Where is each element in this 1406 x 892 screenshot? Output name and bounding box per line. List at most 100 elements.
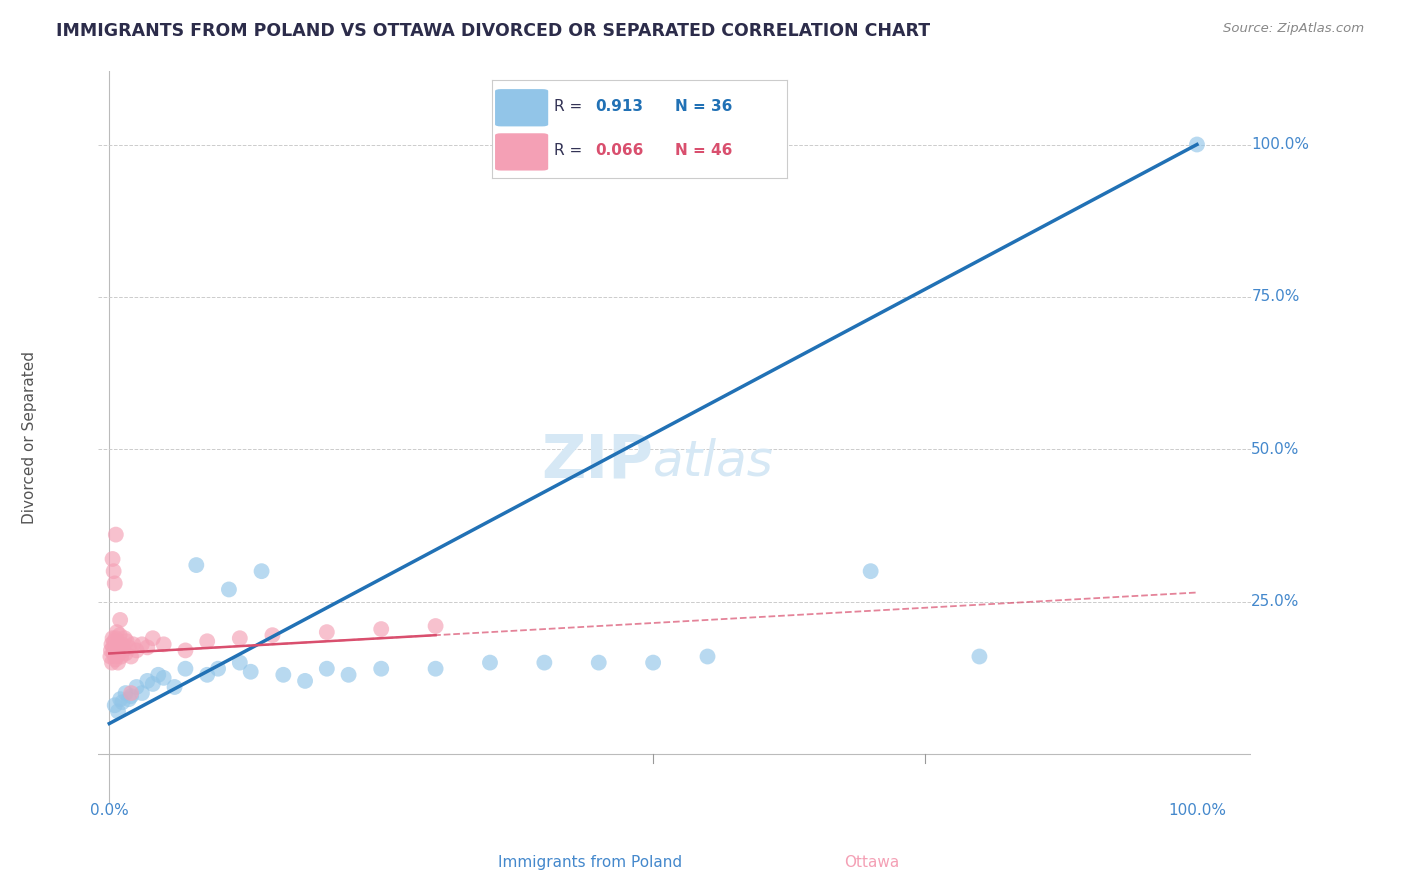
Point (163, 680, 186, 694)
Point (107, 637, 129, 651)
Point (101, 632, 124, 646)
Point (105, 625, 128, 640)
Point (114, 647, 136, 661)
Point (186, 558, 208, 573)
Text: N = 46: N = 46 (675, 144, 733, 159)
Point (1185, 137, 1208, 152)
Text: Divorced or Separated: Divorced or Separated (21, 351, 37, 524)
Point (114, 686, 136, 700)
Point (120, 649, 142, 664)
Point (111, 695, 134, 709)
Text: 0.0%: 0.0% (90, 803, 129, 818)
Point (250, 564, 273, 578)
Point (125, 643, 148, 657)
Point (136, 640, 159, 655)
Text: 0.913: 0.913 (596, 99, 644, 114)
Point (107, 656, 129, 670)
Point (118, 692, 141, 706)
Point (262, 628, 284, 642)
Point (103, 647, 125, 661)
Point (108, 628, 131, 642)
Point (120, 689, 142, 703)
Point (103, 634, 125, 648)
Point (315, 662, 337, 676)
Point (588, 656, 610, 670)
Text: 25.0%: 25.0% (1251, 594, 1299, 609)
Point (370, 622, 392, 636)
Point (120, 686, 142, 700)
Point (152, 671, 174, 685)
Point (273, 667, 295, 681)
Point (696, 649, 718, 664)
Point (131, 686, 153, 700)
Point (370, 662, 392, 676)
Point (101, 640, 124, 655)
Point (111, 637, 134, 651)
Point (533, 656, 555, 670)
Point (101, 656, 124, 670)
Point (107, 705, 129, 719)
Point (131, 637, 153, 651)
Text: 50.0%: 50.0% (1251, 442, 1299, 457)
Point (104, 576, 127, 591)
Point (122, 637, 145, 651)
Point (114, 632, 136, 646)
Point (142, 632, 165, 646)
Point (118, 640, 141, 655)
Point (104, 698, 127, 713)
Point (142, 677, 165, 691)
Point (101, 552, 124, 566)
Point (104, 652, 127, 666)
Point (218, 582, 240, 597)
Point (337, 667, 360, 681)
Point (229, 632, 252, 646)
Point (239, 665, 262, 679)
Point (969, 649, 991, 664)
Point (104, 632, 127, 646)
Text: R =: R = (554, 144, 582, 159)
Point (294, 673, 316, 688)
Point (108, 613, 131, 627)
Point (100, 637, 122, 651)
Text: 100.0%: 100.0% (1251, 137, 1309, 152)
Text: IMMIGRANTS FROM POLAND VS OTTAWA DIVORCED OR SEPARATED CORRELATION CHART: IMMIGRANTS FROM POLAND VS OTTAWA DIVORCE… (56, 22, 931, 40)
Point (115, 634, 138, 648)
Point (105, 649, 128, 664)
Point (110, 649, 132, 664)
Point (643, 656, 665, 670)
Point (103, 564, 125, 578)
Text: atlas: atlas (654, 437, 773, 485)
Text: Ottawa: Ottawa (844, 855, 900, 870)
FancyBboxPatch shape (495, 89, 548, 127)
Text: 100.0%: 100.0% (1168, 803, 1226, 818)
Point (174, 643, 197, 657)
Point (108, 643, 131, 657)
Point (425, 662, 447, 676)
Point (125, 680, 148, 694)
Point (478, 656, 501, 670)
Point (136, 673, 159, 688)
Text: R =: R = (554, 99, 582, 114)
Point (174, 662, 197, 676)
Point (100, 649, 122, 664)
Point (148, 667, 170, 681)
Point (207, 662, 229, 676)
Point (108, 647, 131, 661)
Text: Immigrants from Poland: Immigrants from Poland (499, 855, 682, 870)
Text: ZIP: ZIP (541, 432, 654, 491)
Point (104, 643, 127, 657)
Point (104, 527, 127, 541)
Point (859, 564, 882, 578)
Point (108, 692, 131, 706)
Point (315, 625, 337, 640)
Point (195, 634, 218, 648)
Text: 0.066: 0.066 (596, 144, 644, 159)
Text: N = 36: N = 36 (675, 99, 733, 114)
Text: 75.0%: 75.0% (1251, 289, 1299, 304)
Point (100, 643, 122, 657)
Point (425, 619, 447, 633)
Text: Source: ZipAtlas.com: Source: ZipAtlas.com (1223, 22, 1364, 36)
Point (152, 637, 174, 651)
Point (229, 656, 252, 670)
Point (107, 643, 129, 657)
